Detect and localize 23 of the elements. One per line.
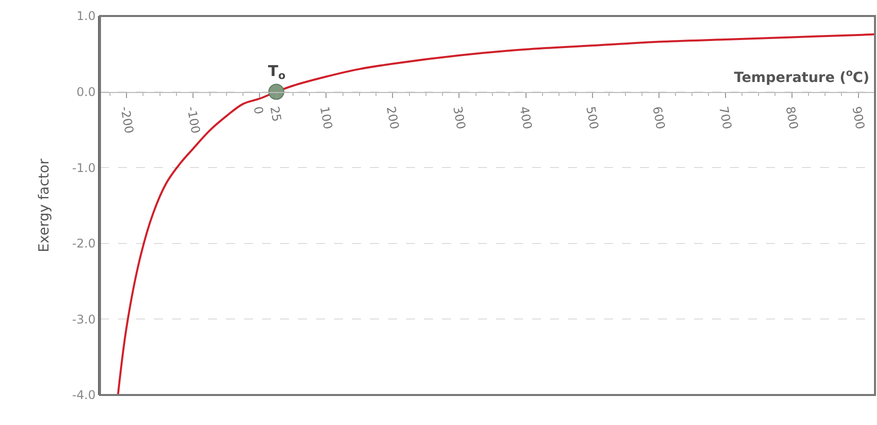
x-tick-label: -100 bbox=[184, 105, 203, 135]
y-tick-label: -4.0 bbox=[72, 388, 96, 402]
x-tick-label: 400 bbox=[516, 105, 535, 130]
x-tick-label: 25 bbox=[267, 105, 284, 123]
x-axis-title: Temperature ($^{o}$C) bbox=[734, 68, 870, 86]
y-tick-label: -2.0 bbox=[72, 236, 96, 251]
line-series bbox=[116, 33, 875, 395]
y-tick-label: -3.0 bbox=[72, 312, 96, 326]
x-tick-label: 600 bbox=[650, 105, 668, 130]
x-tick-label: 100 bbox=[317, 105, 336, 130]
x-tick-label: 900 bbox=[850, 105, 868, 130]
y-tick-label: 1.0 bbox=[76, 9, 96, 24]
x-tick-label: 300 bbox=[450, 105, 468, 130]
x-tick-label: -200 bbox=[118, 105, 136, 135]
y-axis-title: Exergy factor bbox=[36, 158, 52, 252]
x-tick-label: 200 bbox=[384, 105, 402, 130]
y-tick-label: -1.0 bbox=[72, 160, 96, 175]
x-tick-label: 500 bbox=[583, 105, 602, 130]
x-tick-label: 700 bbox=[716, 105, 734, 130]
x-tick-label: 0 bbox=[250, 105, 266, 116]
y-tick-label: 0.0 bbox=[76, 85, 96, 99]
annotation: T$_{o}$ bbox=[268, 62, 286, 82]
x-tick-label: 800 bbox=[782, 105, 801, 130]
